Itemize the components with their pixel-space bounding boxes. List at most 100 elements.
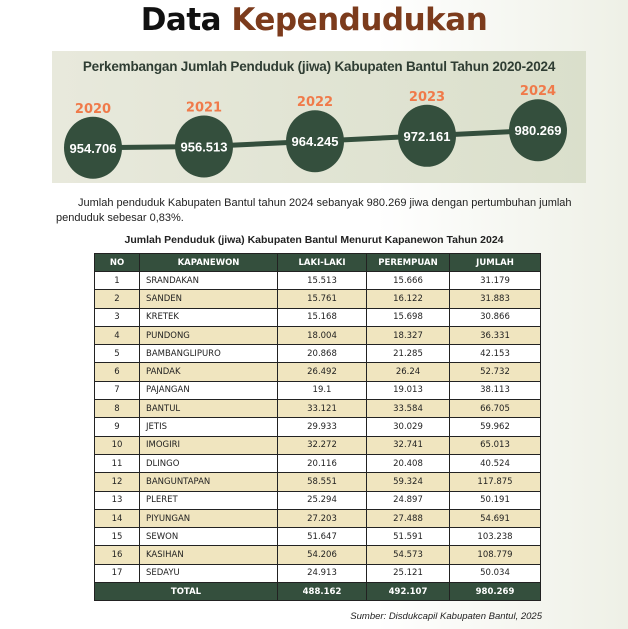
header-kapanewon: KAPANEWON	[139, 253, 278, 272]
cell-jumlah: 108.779	[449, 545, 541, 565]
data-point-circle	[64, 116, 122, 179]
cell-laki: 29.933	[277, 417, 367, 437]
cell-kapanewon: PLERET	[139, 490, 278, 510]
cell-no: 17	[94, 563, 140, 584]
cell-perempuan: 33.584	[366, 399, 450, 419]
panel-title: Perkembangan Jumlah Penduduk (jiwa) Kabu…	[82, 59, 556, 74]
total-label: TOTAL	[94, 582, 278, 602]
table-row: 16 KASIHAN 54.206 54.573 108.779	[94, 545, 541, 565]
cell-no: 6	[94, 362, 140, 382]
data-point-circle	[398, 104, 456, 167]
header-jumlah: JUMLAH	[449, 253, 541, 272]
population-value-label: 972.161	[404, 129, 451, 144]
cell-no: 7	[94, 380, 140, 401]
table-row: 4 PUNDONG 18.004 18.327 36.331	[94, 325, 541, 346]
cell-no: 1	[94, 270, 140, 291]
table-row: 17 SEDAYU 24.913 25.121 50.034	[94, 563, 541, 584]
cell-jumlah: 59.962	[449, 417, 541, 437]
cell-kapanewon: IMOGIRI	[139, 435, 278, 455]
cell-jumlah: 36.331	[449, 325, 541, 346]
year-label: 2024	[520, 84, 556, 99]
cell-no: 3	[94, 307, 140, 327]
cell-laki: 25.294	[277, 490, 367, 510]
cell-laki: 51.647	[277, 527, 367, 547]
cell-jumlah: 65.013	[449, 435, 541, 455]
cell-jumlah: 103.238	[449, 527, 541, 547]
source-note: Sumber: Disdukcapil Kabupaten Bantul, 20…	[350, 611, 542, 622]
cell-laki: 15.513	[277, 270, 367, 291]
cell-kapanewon: PUNDONG	[139, 325, 278, 346]
population-value-label: 964.245	[292, 134, 339, 149]
cell-perempuan: 24.897	[366, 490, 450, 510]
cell-jumlah: 117.875	[449, 472, 541, 492]
cell-kapanewon: DLINGO	[139, 453, 278, 474]
table-row: 13 PLERET 25.294 24.897 50.191	[94, 490, 541, 510]
cell-jumlah: 30.866	[449, 307, 541, 327]
cell-laki: 24.913	[277, 563, 367, 584]
cell-kapanewon: KRETEK	[139, 307, 278, 327]
cell-no: 2	[94, 289, 140, 309]
total-laki: 488.162	[277, 582, 367, 602]
population-value-label: 956.513	[181, 140, 228, 155]
cell-no: 16	[94, 545, 140, 565]
data-point-circle	[175, 115, 233, 178]
cell-kapanewon: PIYUNGAN	[139, 508, 278, 529]
table-row: 1 SRANDAKAN 15.513 15.666 31.179	[94, 270, 541, 291]
cell-jumlah: 42.153	[449, 344, 541, 364]
cell-no: 13	[94, 490, 140, 510]
cell-laki: 27.203	[277, 508, 367, 529]
data-point-circle	[286, 110, 344, 173]
cell-no: 9	[94, 417, 140, 437]
cell-no: 8	[94, 399, 140, 419]
cell-laki: 20.116	[277, 453, 367, 474]
header-perempuan: PEREMPUAN	[366, 253, 450, 272]
data-point-circle	[509, 99, 567, 162]
population-trend-chart: 2020 954.706 2021 956.513 2022 964.245 2023 972…	[64, 84, 567, 179]
title-part1: Data	[140, 2, 222, 38]
summary-paragraph: Jumlah penduduk Kabupaten Bantul tahun 2…	[56, 197, 572, 224]
header-no: NO	[94, 253, 140, 272]
cell-kapanewon: JETIS	[139, 417, 278, 437]
table-row: 10 IMOGIRI 32.272 32.741 65.013	[94, 435, 541, 455]
table-row: 8 BANTUL 33.121 33.584 66.705	[94, 399, 541, 419]
cell-perempuan: 26.24	[366, 362, 450, 382]
cell-perempuan: 21.285	[366, 344, 450, 364]
cell-no: 11	[94, 453, 140, 474]
cell-no: 5	[94, 344, 140, 364]
cell-jumlah: 52.732	[449, 362, 541, 382]
population-value-label: 980.269	[515, 123, 562, 138]
title-part2: Kependudukan	[231, 2, 488, 38]
cell-laki: 15.168	[277, 307, 367, 327]
year-label: 2023	[409, 90, 445, 105]
year-label: 2022	[297, 95, 333, 110]
cell-perempuan: 20.408	[366, 453, 450, 474]
cell-perempuan: 51.591	[366, 527, 450, 547]
header-laki: LAKI-LAKI	[277, 253, 367, 272]
cell-laki: 26.492	[277, 362, 367, 382]
table-row: 14 PIYUNGAN 27.203 27.488 54.691	[94, 508, 541, 529]
cell-kapanewon: BAMBANGLIPURO	[139, 344, 278, 364]
table-row: 9 JETIS 29.933 30.029 59.962	[94, 417, 541, 437]
cell-perempuan: 25.121	[366, 563, 450, 584]
table-header-row: NO KAPANEWON LAKI-LAKI PEREMPUAN JUMLAH	[94, 253, 541, 272]
cell-laki: 15.761	[277, 289, 367, 309]
cell-perempuan: 30.029	[366, 417, 450, 437]
cell-kapanewon: SEDAYU	[139, 563, 278, 584]
table-row: 11 DLINGO 20.116 20.408 40.524	[94, 453, 541, 474]
cell-perempuan: 59.324	[366, 472, 450, 492]
year-label: 2021	[186, 101, 222, 116]
population-table: NO KAPANEWON LAKI-LAKI PEREMPUAN JUMLAH …	[94, 253, 541, 602]
cell-kapanewon: BANTUL	[139, 399, 278, 419]
cell-laki: 58.551	[277, 472, 367, 492]
cell-jumlah: 66.705	[449, 399, 541, 419]
cell-kapanewon: SANDEN	[139, 289, 278, 309]
table-row: 15 SEWON 51.647 51.591 103.238	[94, 527, 541, 547]
total-perempuan: 492.107	[366, 582, 450, 602]
total-row: TOTAL 488.162 492.107 980.269	[94, 582, 541, 602]
cell-no: 12	[94, 472, 140, 492]
cell-kapanewon: SRANDAKAN	[139, 270, 278, 291]
cell-kapanewon: BANGUNTAPAN	[139, 472, 278, 492]
cell-perempuan: 19.013	[366, 380, 450, 401]
cell-perempuan: 54.573	[366, 545, 450, 565]
cell-jumlah: 54.691	[449, 508, 541, 529]
